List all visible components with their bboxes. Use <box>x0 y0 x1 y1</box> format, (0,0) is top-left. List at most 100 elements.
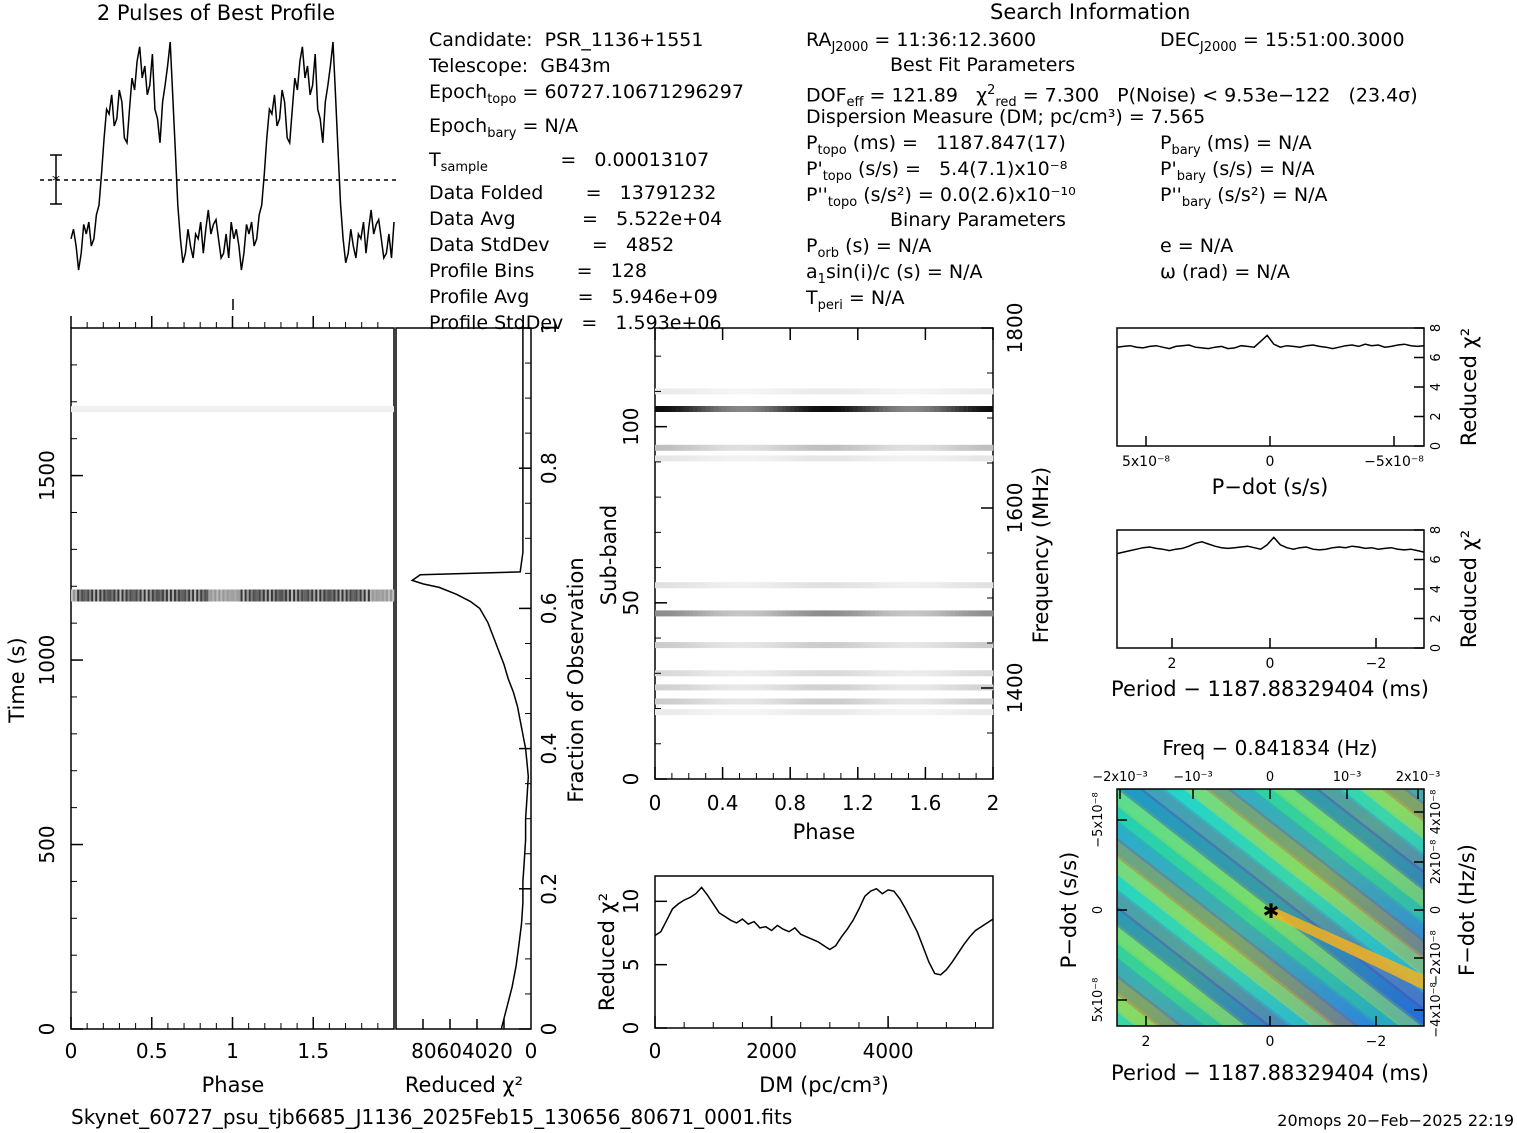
subband-cell <box>832 684 837 691</box>
subband-cell <box>925 698 930 705</box>
subband-cell <box>950 642 956 649</box>
subband-cell <box>955 642 960 649</box>
subband-cell <box>895 455 901 462</box>
subband-cell <box>895 610 901 617</box>
subband-cell <box>781 406 787 412</box>
subband-cell <box>980 406 985 412</box>
subband-cell <box>743 684 749 691</box>
subband-cell <box>748 388 753 395</box>
subband-cell <box>807 684 812 691</box>
subband-cell <box>857 610 863 617</box>
p-pdot-panel: Freq − 0.841834 (Hz) 2 0 −2 −2x10⁻³ −10⁻³ 0 10… <box>1057 736 1479 1085</box>
subband-cell <box>912 709 918 716</box>
subband-cell <box>959 698 964 705</box>
p-pdot-xtick-top-label: 2x10⁻³ <box>1396 770 1441 785</box>
subband-cell <box>701 684 706 691</box>
pdot-bary-line: P'bary (s/s) = N/A <box>1160 158 1315 184</box>
subband-cell <box>824 444 829 451</box>
subband-cell <box>671 610 677 617</box>
subband-cell <box>752 610 757 617</box>
subband-cell <box>828 684 833 691</box>
subband-cell <box>929 444 935 451</box>
subband-cell <box>777 406 782 412</box>
subband-cell <box>709 698 715 705</box>
subband-cell <box>802 684 808 691</box>
subband-cell <box>891 388 897 395</box>
frequency-ytick-label: 1400 <box>1003 663 1027 714</box>
subband-cell <box>925 455 930 462</box>
subband-cell <box>748 698 753 705</box>
info-row: Epochbary = N/A <box>429 114 579 141</box>
time-phase-cell <box>113 589 116 602</box>
subband-cell <box>777 455 782 462</box>
subband-cell <box>878 388 884 395</box>
time-phase-cell <box>153 589 156 602</box>
time-phase-cell <box>131 589 134 602</box>
subband-cell <box>853 670 859 677</box>
fraction-xtick-label: 80604020 <box>411 1039 513 1063</box>
subband-cell <box>735 642 740 649</box>
time-phase-cell <box>390 589 393 602</box>
subband-cell <box>921 610 926 617</box>
subband-cell <box>891 684 897 691</box>
subband-cell <box>756 684 761 691</box>
info-row: Tsample = 0.00013107 <box>429 148 710 175</box>
subband-cell <box>853 388 859 395</box>
time-phase-cell <box>163 589 167 602</box>
subband-cell <box>942 684 947 691</box>
subband-cell <box>891 698 897 705</box>
subband-cell <box>946 406 951 412</box>
subband-cell <box>722 698 728 705</box>
subband-cell <box>705 406 711 412</box>
chi2-xtick-label: 0 <box>1266 656 1275 672</box>
period-frame <box>1116 529 1425 649</box>
profile-errorbar: * <box>50 154 62 205</box>
subband-cell <box>900 444 905 451</box>
time-phase-cell <box>71 589 74 602</box>
subband-cell <box>676 406 681 412</box>
pddot-bary-line: P''bary (s/s²) = N/A <box>1160 184 1328 210</box>
subband-cell <box>938 698 943 705</box>
subband-cell <box>984 444 989 451</box>
subband-cell <box>807 406 812 412</box>
time-phase-cell <box>285 589 288 602</box>
subband-cell <box>942 670 947 677</box>
subband-cell <box>705 709 711 716</box>
subband-cell <box>756 388 761 395</box>
subband-cell <box>929 388 935 395</box>
subband-cell <box>874 388 880 395</box>
subband-cell <box>950 698 956 705</box>
subband-cell <box>904 709 909 716</box>
subband-cell <box>693 684 698 691</box>
subband-cell <box>895 444 901 451</box>
subband-cell <box>971 455 977 462</box>
time-phase-cell <box>329 589 332 602</box>
subband-cell <box>693 610 698 617</box>
subband-cell <box>887 444 892 451</box>
subband-cell <box>853 406 859 412</box>
subband-cell <box>714 684 719 691</box>
subband-cell <box>921 582 926 589</box>
subband-cell <box>659 670 664 677</box>
time-phase-cell <box>216 589 219 602</box>
subband-cell <box>942 455 947 462</box>
subband-cell <box>794 684 799 691</box>
subband-cell <box>794 610 799 617</box>
subband-cell <box>891 582 897 589</box>
subband-cell <box>684 610 690 617</box>
period-ylabel: Reduced χ² <box>1457 530 1481 648</box>
subband-cell <box>735 670 740 677</box>
subband-cell <box>798 698 804 705</box>
time-phase-cell <box>79 589 82 602</box>
time-phase-ylabel: Time (s) <box>5 637 29 723</box>
subband-cell <box>832 582 837 589</box>
fraction-ytick-label: 1 <box>537 322 561 335</box>
subband-cell <box>976 642 981 649</box>
chi2-ytick-label: 2 <box>1429 614 1444 622</box>
subband-cell <box>984 642 989 649</box>
chi2-xtick-label: 5x10⁻⁸ <box>1122 454 1170 470</box>
dm-xtick-label: 2000 <box>746 1039 797 1063</box>
subband-cell <box>764 388 770 395</box>
subband-cell <box>693 388 698 395</box>
subband-cell <box>955 684 960 691</box>
